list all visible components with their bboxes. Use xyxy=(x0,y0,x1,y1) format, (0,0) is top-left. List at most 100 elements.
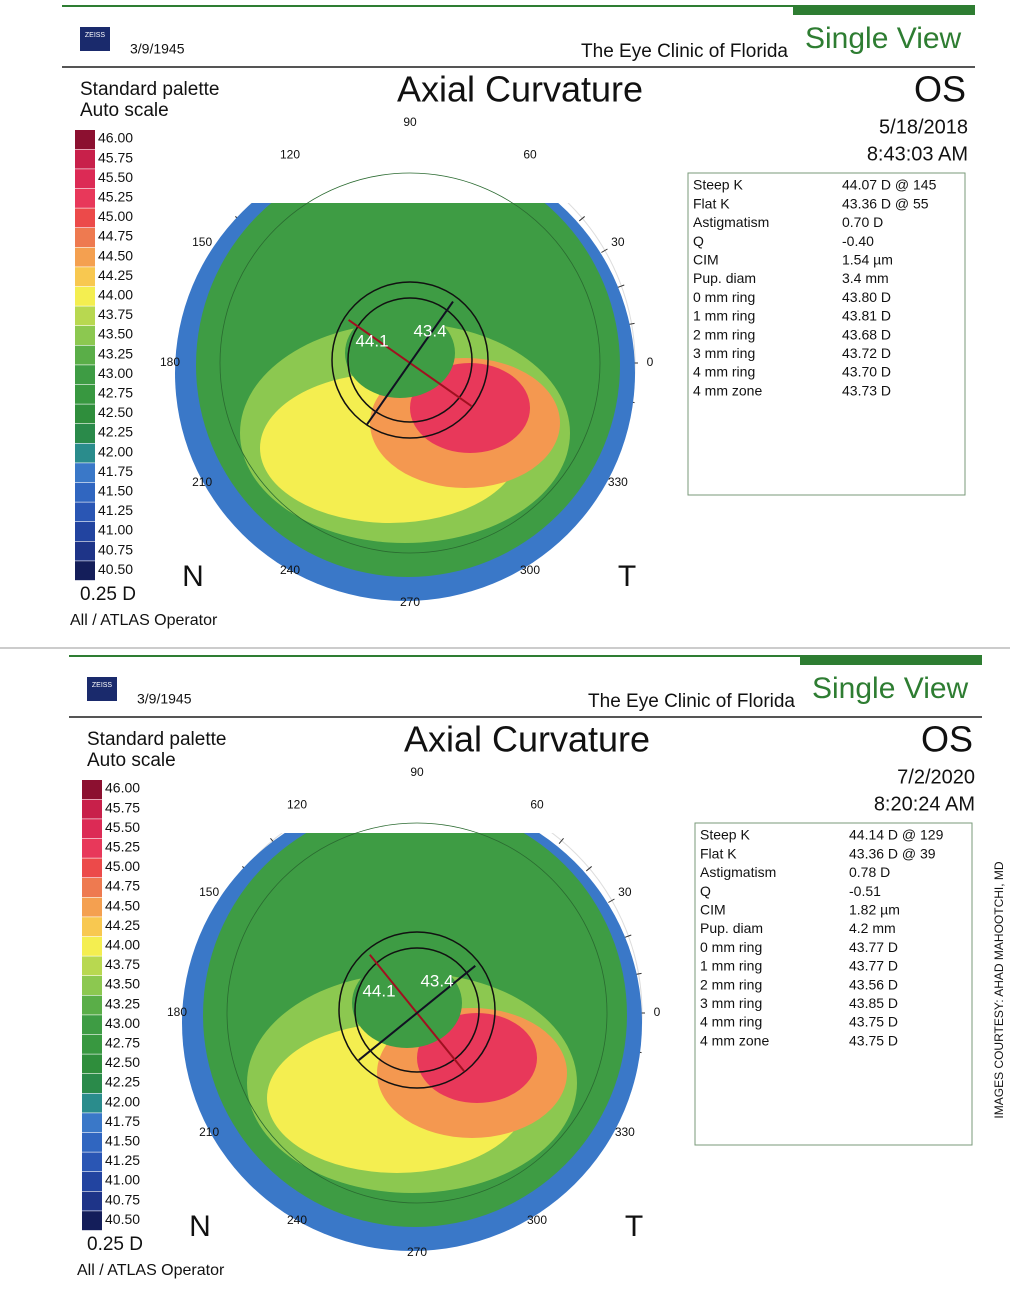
angle-label: 60 xyxy=(530,797,544,811)
legend-label: 45.00 xyxy=(98,208,133,224)
table-value: 44.14 D @ 129 xyxy=(849,827,944,843)
table-label: 4 mm ring xyxy=(700,1014,762,1030)
legend-swatch xyxy=(75,561,95,581)
ring xyxy=(354,947,480,1073)
legend-swatch xyxy=(82,1015,102,1035)
legend-label: 42.00 xyxy=(105,1093,140,1109)
legend-label: 45.75 xyxy=(105,799,140,815)
angle-label: 0 xyxy=(654,1005,661,1019)
table-value: 0.70 D xyxy=(842,214,883,230)
legend-label: 41.75 xyxy=(105,1113,140,1129)
palette: Standard palette xyxy=(80,79,219,100)
legend-swatch xyxy=(75,522,95,541)
table-value: 1.82 µm xyxy=(849,902,900,918)
legend-label: 45.50 xyxy=(98,169,133,185)
legend-swatch xyxy=(82,838,102,858)
palette: Standard palette xyxy=(87,729,226,750)
table-label: 1 mm ring xyxy=(693,308,755,324)
legend-label: 44.00 xyxy=(98,287,133,303)
legend-label: 41.75 xyxy=(98,463,133,479)
angle-label: 240 xyxy=(287,1213,307,1227)
angle-label: 90 xyxy=(403,115,417,129)
angle-label: 210 xyxy=(192,475,212,489)
legend-swatch xyxy=(75,188,95,208)
table-label: 1 mm ring xyxy=(700,958,762,974)
logo-text: ZEISS xyxy=(85,32,106,39)
table-label: 3 mm ring xyxy=(693,345,755,361)
angle-label: 150 xyxy=(192,235,212,249)
legend-label: 43.25 xyxy=(105,995,140,1011)
angle-label: 210 xyxy=(199,1125,219,1139)
legend-swatch xyxy=(75,130,95,149)
angle-tick xyxy=(601,248,608,253)
map-red xyxy=(417,1013,537,1103)
legend-label: 42.75 xyxy=(105,1035,140,1051)
table-value: 43.80 D xyxy=(842,289,891,305)
title: Axial Curvature xyxy=(404,719,650,760)
legend-swatch xyxy=(82,995,102,1015)
legend-swatch xyxy=(82,1211,102,1231)
legend-swatch xyxy=(75,424,95,443)
legend-label: 41.00 xyxy=(105,1172,140,1188)
legend-label: 42.00 xyxy=(98,443,133,459)
angle-label: 30 xyxy=(618,885,632,899)
legend-swatch xyxy=(75,267,95,287)
date: 7/2/2020 xyxy=(897,766,975,788)
dob: 3/9/1945 xyxy=(130,41,185,57)
angle-tick xyxy=(558,838,564,845)
legend-swatch xyxy=(82,1113,102,1133)
legend-label: 43.50 xyxy=(105,976,140,992)
legend-swatch xyxy=(82,1172,102,1191)
table-label: 4 mm zone xyxy=(693,382,762,398)
angle-label: 330 xyxy=(608,475,628,489)
meridian xyxy=(358,965,476,1061)
step: 0.25 D xyxy=(80,584,136,605)
table-value: 44.07 D @ 145 xyxy=(842,177,937,193)
table-value: 43.85 D xyxy=(849,995,898,1011)
legend-swatch xyxy=(75,365,95,385)
legend-swatch xyxy=(82,858,102,878)
legend-swatch xyxy=(82,936,102,956)
legend-swatch xyxy=(75,384,95,404)
map-cutout xyxy=(180,123,640,203)
table-value: -0.51 xyxy=(849,883,881,899)
ring xyxy=(219,172,601,554)
table-label: 3 mm ring xyxy=(700,995,762,1011)
logo-text: ZEISS xyxy=(92,682,113,689)
legend-swatch xyxy=(75,482,95,502)
table-value: 43.68 D xyxy=(842,326,891,342)
legend-label: 41.50 xyxy=(105,1133,140,1149)
legend-swatch xyxy=(75,247,95,267)
legend-swatch xyxy=(75,502,95,522)
legend-swatch xyxy=(82,1132,102,1152)
ring xyxy=(347,297,473,423)
legend-label: 43.00 xyxy=(98,365,133,381)
legend-swatch xyxy=(82,819,102,839)
legend-label: 46.00 xyxy=(105,780,140,796)
legend-swatch xyxy=(82,799,102,819)
scale: Auto scale xyxy=(87,750,176,771)
nasal: N xyxy=(182,560,204,593)
legend-swatch xyxy=(75,228,95,247)
legend-swatch xyxy=(82,917,102,937)
table-label: Flat K xyxy=(700,845,737,861)
k-label: 43.4 xyxy=(420,971,453,990)
header-bar xyxy=(800,655,982,665)
table-value: 4.2 mm xyxy=(849,920,896,936)
temporal: T xyxy=(625,1210,643,1243)
legend-label: 45.50 xyxy=(105,819,140,835)
angle-label: 300 xyxy=(527,1213,547,1227)
table-value: 43.73 D xyxy=(842,382,891,398)
table-value: 3.4 mm xyxy=(842,270,889,286)
table-box xyxy=(694,822,973,1146)
legend-label: 46.00 xyxy=(98,130,133,146)
nasal: N xyxy=(189,1210,211,1243)
legend-label: 43.75 xyxy=(98,306,133,322)
table-label: Pup. diam xyxy=(700,920,763,936)
table-value: 43.77 D xyxy=(849,939,898,955)
table-label: 4 mm ring xyxy=(693,364,755,380)
legend-label: 41.50 xyxy=(98,483,133,499)
angle-label: 180 xyxy=(160,355,180,369)
table-value: -0.40 xyxy=(842,233,874,249)
legend-swatch xyxy=(75,169,95,189)
